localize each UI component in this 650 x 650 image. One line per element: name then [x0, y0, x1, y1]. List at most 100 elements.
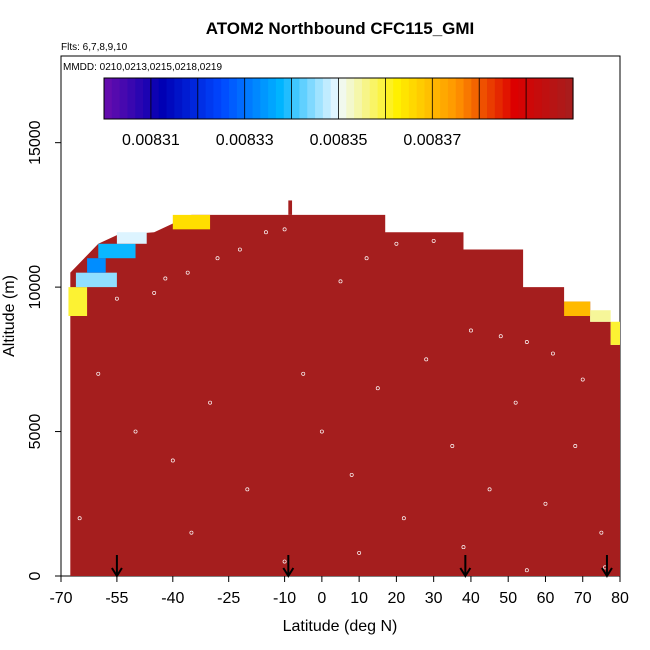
- x-tick-label: -10: [273, 590, 296, 607]
- colorbar-segment: [541, 78, 551, 119]
- colorbar-segment: [111, 78, 121, 119]
- data-cell: [590, 310, 611, 322]
- colorbar-segment: [565, 78, 574, 119]
- sample-point: [599, 530, 604, 535]
- x-tick-label: 20: [388, 590, 406, 607]
- colorbar-segment: [275, 78, 285, 119]
- colorbar-segment: [205, 78, 215, 119]
- colorbar-segment: [150, 78, 160, 119]
- chart-title: ATOM2 Northbound CFC115_GMI: [206, 19, 475, 38]
- colorbar-segment: [229, 78, 238, 119]
- flight-marker-head: [282, 567, 295, 578]
- sample-point: [487, 487, 492, 492]
- sample-point: [524, 340, 529, 344]
- colorbar-segment: [416, 78, 426, 119]
- data-cell: [564, 301, 591, 316]
- sample-point: [431, 238, 436, 243]
- sample-point: [301, 371, 306, 376]
- sample-point: [114, 296, 119, 301]
- colorbar-segment: [119, 78, 129, 119]
- x-tick-label: 80: [611, 590, 629, 607]
- sample-point: [401, 516, 406, 521]
- colorbar-segment: [502, 78, 512, 119]
- x-tick-label: 10: [350, 590, 368, 607]
- sample-point: [338, 279, 343, 284]
- dates-label: MMDD: 0210,0213,0215,0218,0219: [63, 62, 222, 73]
- sample-point: [468, 328, 473, 333]
- sample-point: [364, 256, 369, 261]
- colorbar-segment: [283, 78, 293, 119]
- sample-point: [573, 444, 578, 448]
- colorbar-segment: [494, 78, 504, 119]
- colorbar-segment: [174, 78, 183, 119]
- colorbar-segment: [526, 78, 535, 119]
- colorbar-segment: [252, 78, 261, 119]
- x-tick-label: 30: [425, 590, 443, 607]
- colorbar-segment: [455, 78, 465, 119]
- sample-point: [424, 357, 429, 362]
- sample-point: [513, 400, 518, 405]
- colorbar-segment: [104, 78, 113, 119]
- colorbar-tick-label: 0.00837: [403, 132, 461, 149]
- x-tick-label: 70: [574, 590, 592, 607]
- y-tick-label: 0: [27, 571, 44, 580]
- sample-point: [185, 270, 190, 275]
- colorbar-segment: [479, 78, 488, 119]
- flights-label: Flts: 6,7,8,9,10: [61, 42, 128, 53]
- flight-marker-head: [459, 567, 472, 578]
- colorbar-segment: [268, 78, 277, 119]
- sample-point: [264, 230, 268, 235]
- flight-marker: [601, 555, 613, 578]
- sample-point: [543, 501, 548, 506]
- colorbar-segment: [424, 78, 433, 119]
- sample-point: [282, 559, 287, 564]
- x-tick-label: -40: [161, 590, 184, 607]
- sample-point: [237, 247, 242, 252]
- sample-point: [215, 256, 220, 261]
- data-cell: [610, 321, 620, 345]
- sample-point: [394, 241, 399, 246]
- x-axis-label: Latitude (deg N): [283, 618, 398, 635]
- sample-point: [461, 545, 466, 550]
- colorbar-segment: [487, 78, 496, 119]
- colorbar-segment: [166, 78, 175, 119]
- sample-point: [163, 276, 168, 281]
- colorbar-segment: [299, 78, 308, 119]
- colorbar-segment: [385, 78, 394, 119]
- colorbar-segment: [236, 78, 246, 119]
- colorbar-segment: [213, 78, 222, 119]
- sample-point: [450, 444, 455, 448]
- sample-point: [133, 429, 138, 434]
- flight-marker: [282, 555, 295, 578]
- x-tick-label: -55: [105, 590, 128, 607]
- sample-point: [77, 516, 82, 521]
- sample-point: [357, 550, 362, 555]
- x-tick-label: 60: [537, 590, 555, 607]
- colorbar-segment: [393, 78, 402, 119]
- sample-point: [498, 334, 503, 339]
- sample-point: [282, 227, 287, 232]
- y-tick-label: 10000: [27, 265, 44, 310]
- colorbar-segment: [401, 78, 410, 119]
- colorbar-segment: [158, 78, 168, 119]
- colorbar-segment: [182, 78, 191, 119]
- flight-marker: [459, 555, 472, 578]
- x-tick-label: 50: [499, 590, 517, 607]
- sample-point: [170, 458, 175, 463]
- colorbar-segment: [447, 78, 457, 119]
- y-tick-label: 15000: [27, 120, 44, 165]
- colorbar-segment: [408, 78, 418, 119]
- colorbar-tick-label: 0.00833: [216, 132, 274, 149]
- sample-point: [152, 290, 157, 295]
- sample-point: [319, 429, 324, 434]
- sample-point: [349, 472, 354, 477]
- colorbar-segment: [549, 78, 558, 119]
- colorbar-segment: [244, 78, 254, 119]
- x-tick-label: 40: [462, 590, 480, 607]
- colorbar-segment: [369, 78, 379, 119]
- sample-point: [550, 351, 555, 356]
- colorbar-segment: [471, 78, 480, 119]
- colorbar-segment: [440, 78, 449, 119]
- axes: -70 -55 -40 -25 -10 0 10 20 30 40 50 60 70 80 0 5000 100…: [27, 120, 629, 607]
